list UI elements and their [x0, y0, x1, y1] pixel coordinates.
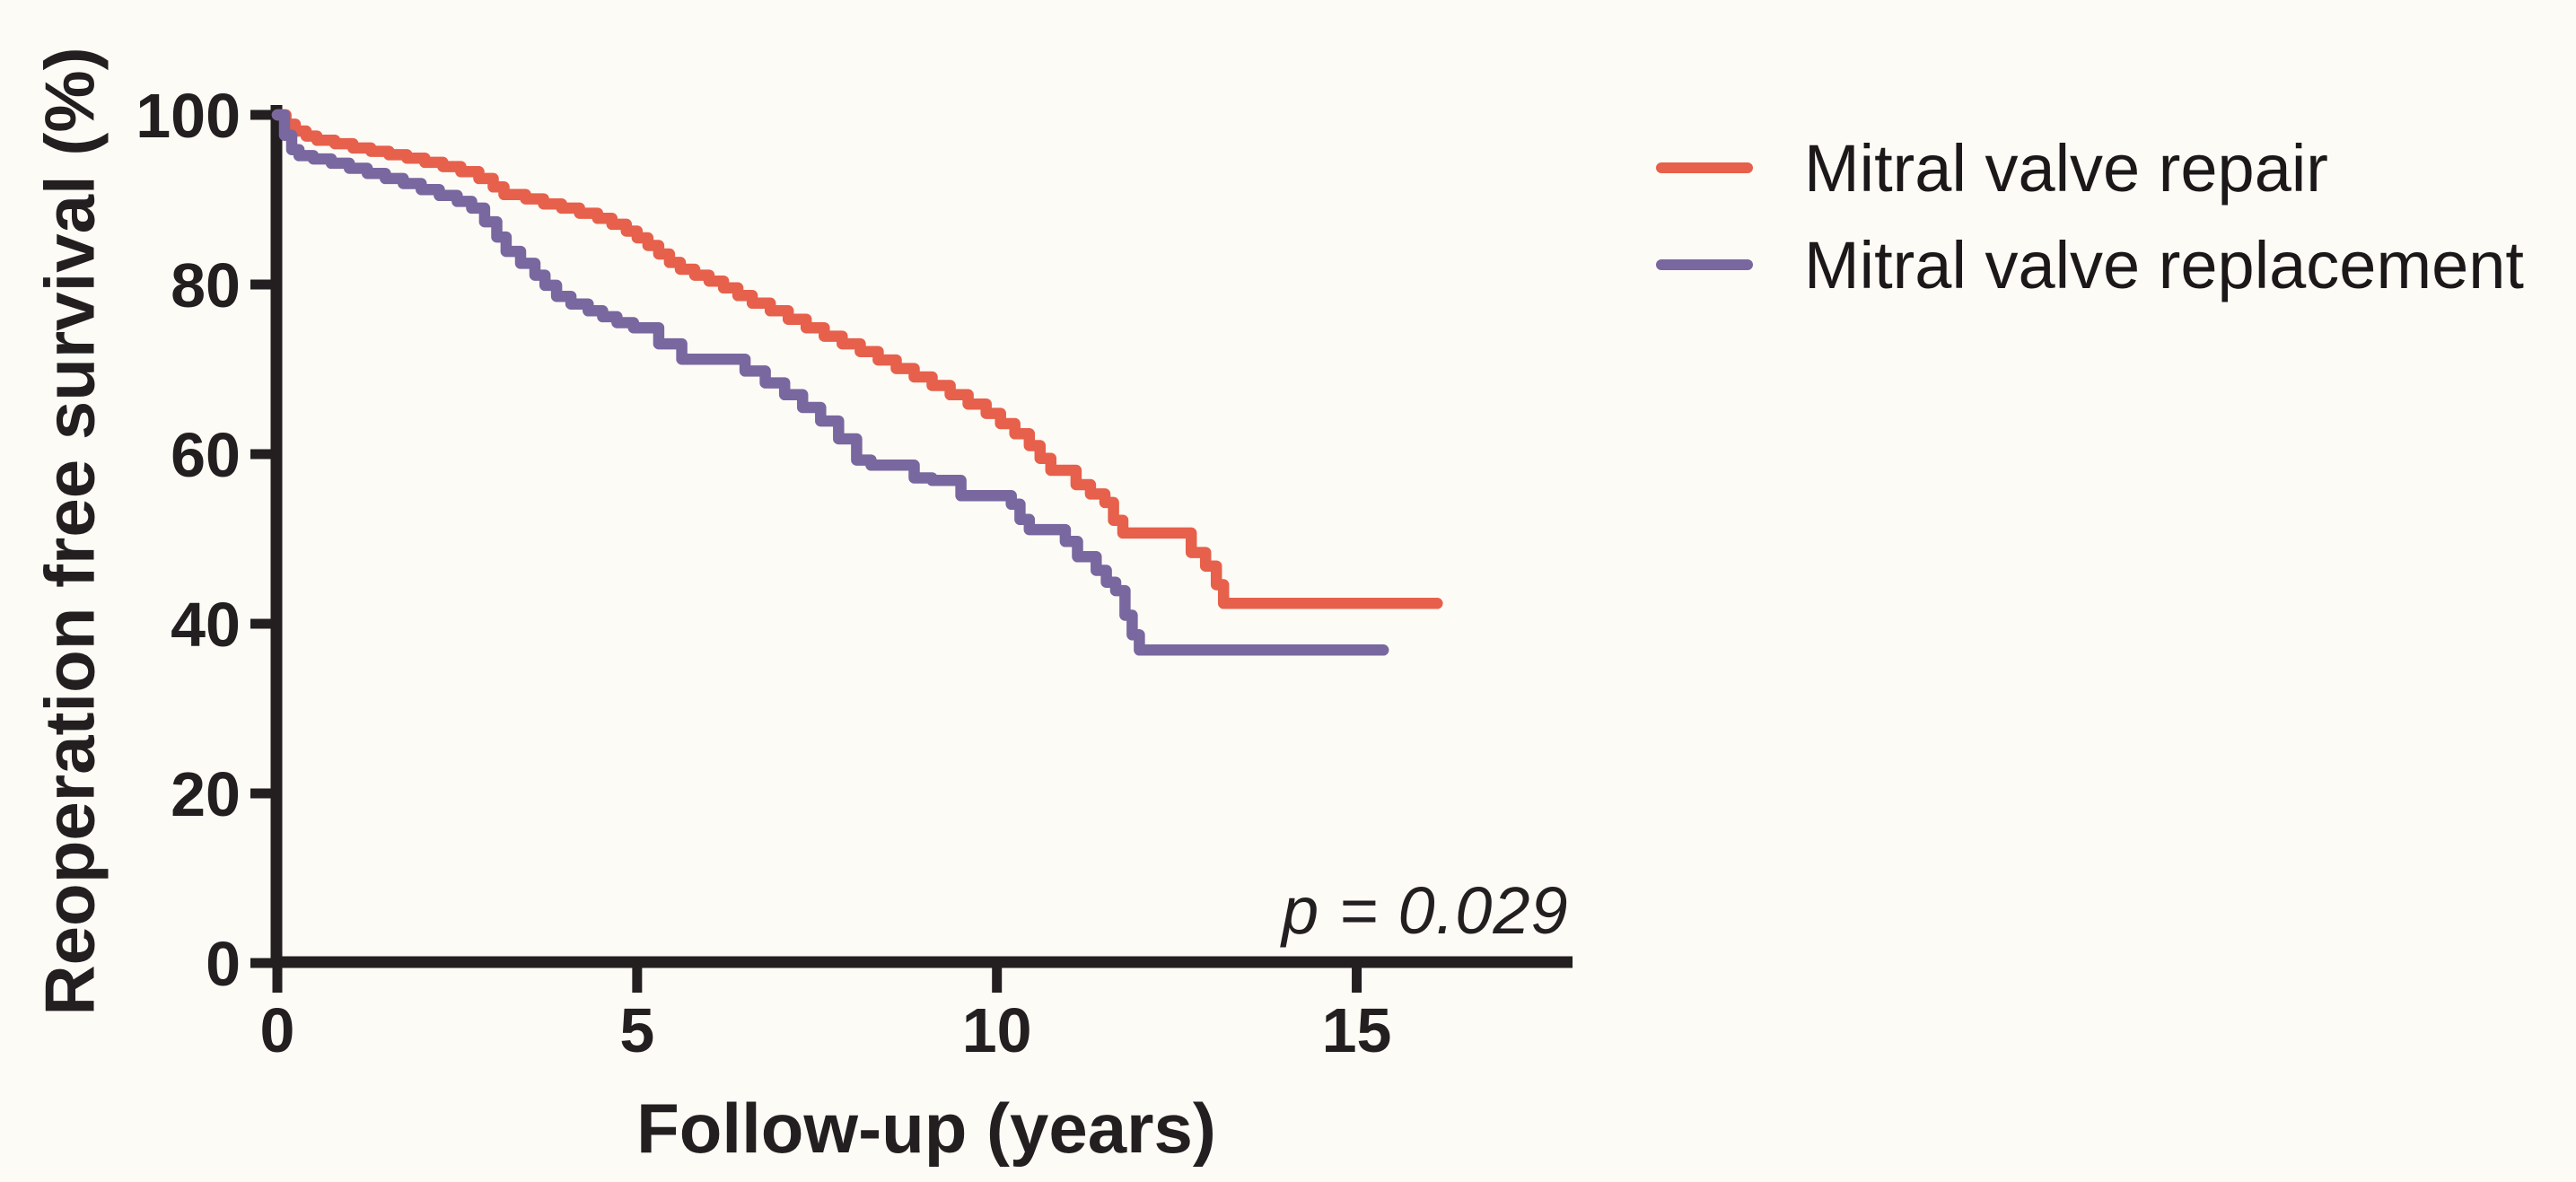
x-tick-label: 15: [1322, 995, 1392, 1065]
y-tick-label: 60: [171, 420, 241, 490]
replacement-line-swatch-icon: [1656, 259, 1753, 270]
repair-line-swatch-icon: [1656, 162, 1753, 173]
survival-curves: [271, 109, 1443, 656]
y-tick-label: 0: [206, 929, 241, 999]
survival-curve: [271, 109, 1443, 609]
legend: Mitral valve repair Mitral valve replace…: [1656, 126, 2524, 320]
y-tick-label: 40: [171, 590, 241, 660]
x-tick-label: 10: [962, 995, 1032, 1065]
p-value-annotation: p = 0.029: [1282, 873, 1569, 948]
x-tick-label: 5: [619, 995, 654, 1065]
y-tick-label: 20: [171, 759, 241, 829]
y-tick-label: 100: [136, 81, 241, 151]
y-tick-label: 80: [171, 250, 241, 320]
survival-curve: [271, 109, 1389, 656]
tick-labels: 100 80 60 40 20 00 5 10 15: [136, 81, 1391, 1065]
legend-label-repair: Mitral valve repair: [1804, 130, 2328, 206]
legend-item-replacement: Mitral valve replacement: [1656, 223, 2524, 307]
axes: [250, 105, 1573, 993]
x-tick-label: 0: [260, 995, 295, 1065]
y-axis-title: Reoperation free survival (%): [30, 47, 110, 1016]
legend-item-repair: Mitral valve repair: [1656, 126, 2524, 210]
legend-label-replacement: Mitral valve replacement: [1804, 227, 2524, 302]
x-axis-title: Follow-up (years): [636, 1089, 1216, 1168]
